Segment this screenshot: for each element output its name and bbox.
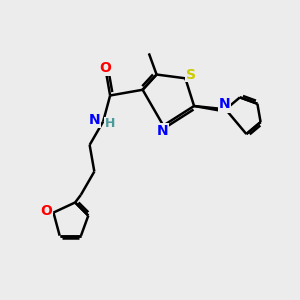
Text: O: O: [40, 204, 52, 218]
Text: N: N: [89, 113, 100, 127]
Text: N: N: [218, 99, 230, 113]
Text: N: N: [218, 97, 230, 111]
Text: N: N: [157, 124, 169, 138]
Text: H: H: [105, 118, 115, 130]
Text: S: S: [186, 68, 196, 82]
Text: O: O: [99, 61, 111, 75]
